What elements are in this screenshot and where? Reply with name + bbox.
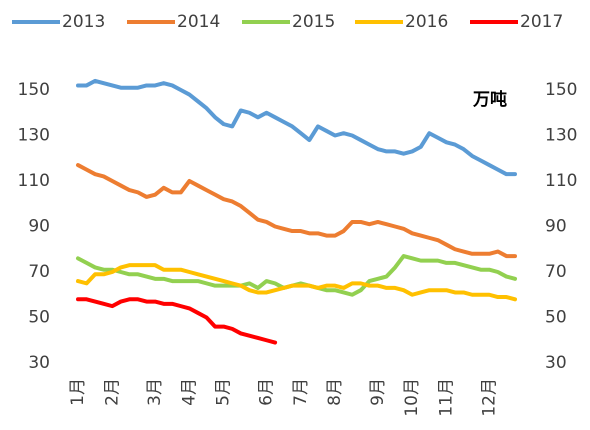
x-tick-label: 1月 [68,378,88,406]
y2-tick-label: 70 [545,262,567,282]
legend-label: 2013 [62,12,105,32]
x-tick-label: 10月 [402,378,422,417]
y2-tick-label: 130 [545,126,577,146]
y-tick-label: 70 [28,262,50,282]
y2-tick-label: 30 [545,353,567,373]
y-tick-label: 130 [18,126,50,146]
x-tick-label: 9月 [368,378,388,406]
x-tick-label: 4月 [179,378,199,406]
series-line [76,78,517,177]
series-line [76,263,517,302]
y-tick-label: 30 [28,353,50,373]
y-tick-label: 110 [18,171,50,191]
series-line [76,163,517,259]
y2-tick-label: 110 [545,171,577,191]
y2-tick-label: 150 [545,80,577,100]
y-tick-label: 150 [18,80,50,100]
x-tick-label: 2月 [102,378,122,406]
y-tick-label: 50 [28,308,50,328]
unit-annotation: 万吨 [472,89,507,110]
x-tick-label: 6月 [257,378,277,406]
series-line [76,297,278,345]
legend-label: 2016 [405,12,448,32]
legend-label: 2014 [177,12,220,32]
x-tick-label: 8月 [325,378,345,406]
y2-tick-label: 50 [545,308,567,328]
x-tick-label: 5月 [214,378,234,406]
x-tick-label: 3月 [145,378,165,406]
legend-label: 2015 [292,12,335,32]
x-tick-label: 11月 [436,378,456,417]
legend-label: 2017 [520,12,563,32]
x-tick-label: 7月 [291,378,311,406]
y-tick-label: 90 [28,217,50,237]
x-tick-label: 12月 [479,378,499,417]
y2-tick-label: 90 [545,217,567,237]
